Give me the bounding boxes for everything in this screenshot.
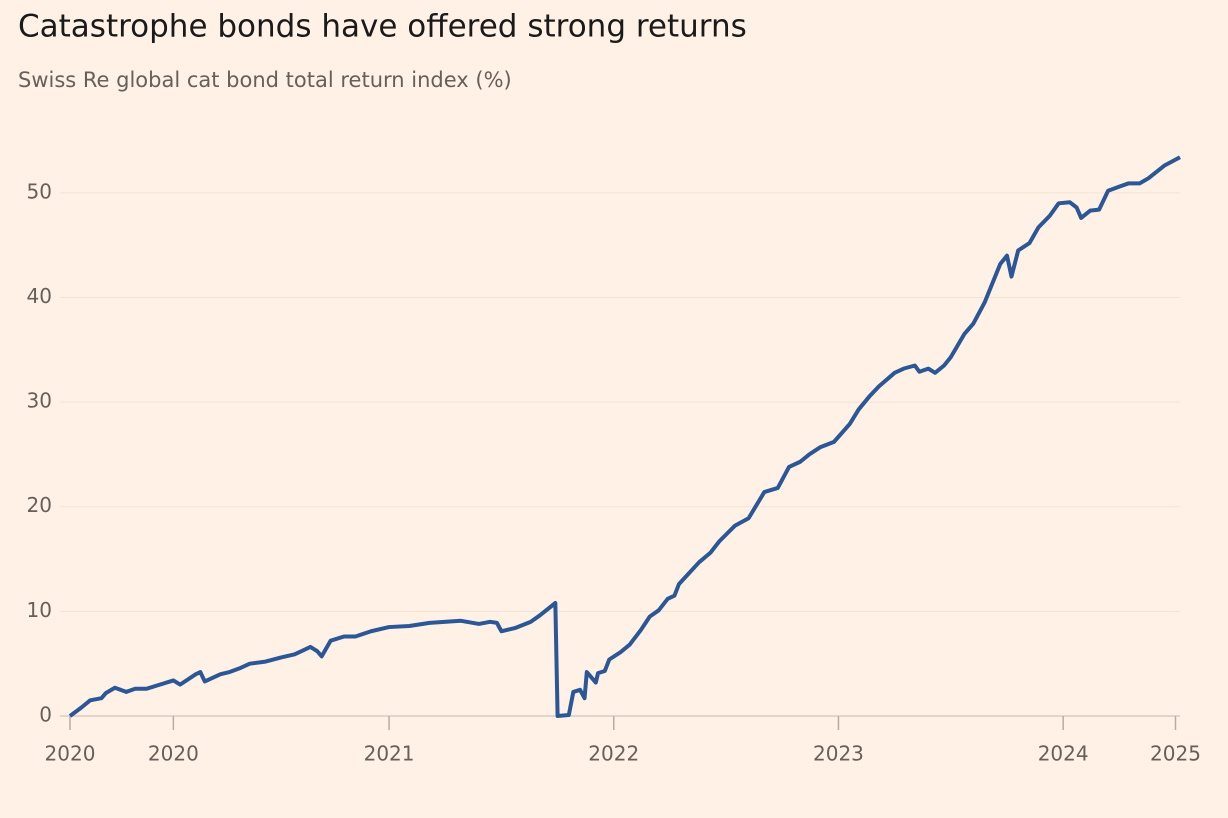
x-tick-label: 2024	[1038, 742, 1089, 766]
y-tick-label: 10	[27, 598, 52, 622]
x-tick-label: 2020	[148, 742, 199, 766]
x-tick-label: 2020	[45, 742, 96, 766]
x-tick-label: 2021	[364, 742, 415, 766]
chart-subtitle: Swiss Re global cat bond total return in…	[18, 68, 512, 92]
y-tick-label: 40	[27, 284, 52, 308]
y-tick-label: 50	[27, 179, 52, 203]
x-tick-label: 2023	[813, 742, 864, 766]
x-tick-label: 2025	[1150, 742, 1201, 766]
data-line	[68, 155, 1181, 718]
y-tick-label: 20	[27, 493, 52, 517]
y-tick-label: 0	[39, 703, 52, 727]
y-tick-label: 30	[27, 389, 52, 413]
chart-title: Catastrophe bonds have offered strong re…	[18, 9, 747, 45]
x-tick-label: 2022	[588, 742, 639, 766]
